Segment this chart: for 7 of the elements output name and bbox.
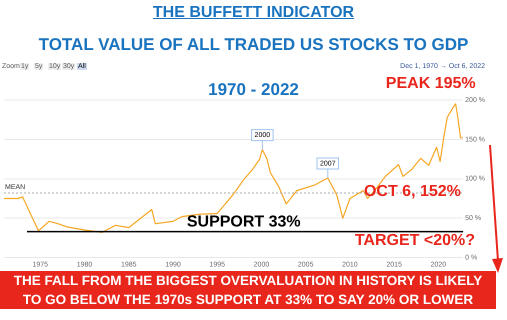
chart-title: THE BUFFETT INDICATOR: [152, 4, 356, 22]
annotation: PEAK 195%: [386, 74, 476, 92]
annotation: TARGET <20%?: [354, 232, 475, 250]
ref-line-label: SUPPORT 33%: [186, 214, 301, 231]
text: 1970 - 2022: [208, 80, 299, 99]
text: THE FALL FROM THE BIGGEST OVERVALUATION IN HISTORY IS LIKELY TO GO BELOW THE 1970s SUPPORT AT 33% TO SAY 20% OR LOWER: [0, 271, 496, 309]
chart-subtitle: TOTAL VALUE OF ALL TRADED US STOCKS TO GDP: [38, 35, 470, 55]
